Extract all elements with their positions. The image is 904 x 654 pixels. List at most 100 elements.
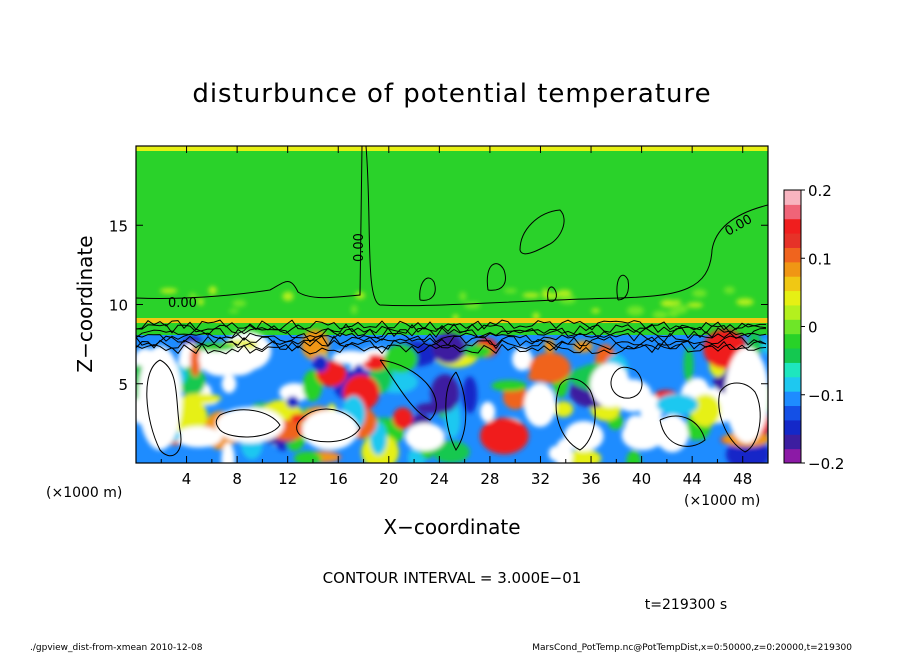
field-patch bbox=[160, 288, 178, 294]
field-patch bbox=[640, 394, 662, 429]
contour-line bbox=[616, 274, 629, 301]
field-patch bbox=[175, 426, 223, 448]
disturbance-field bbox=[136, 286, 768, 463]
field-patch bbox=[566, 449, 602, 463]
field-patch bbox=[197, 297, 204, 306]
field-patch bbox=[392, 407, 413, 430]
contour-line bbox=[555, 378, 596, 451]
contour-line bbox=[547, 286, 557, 303]
field-patch bbox=[221, 442, 235, 463]
field-patch bbox=[522, 292, 540, 298]
contour-line bbox=[718, 382, 761, 453]
x-tick-label: 16 bbox=[329, 470, 348, 488]
contour-line bbox=[365, 146, 768, 307]
colorbar-segment bbox=[784, 276, 801, 292]
colorbar-segment bbox=[784, 190, 801, 205]
field-patch bbox=[232, 299, 247, 307]
field-patch bbox=[668, 308, 679, 318]
colorbar-segment bbox=[784, 304, 801, 320]
field-patch bbox=[228, 308, 239, 314]
contour-lines bbox=[136, 146, 768, 457]
x-tick-label: 12 bbox=[278, 470, 297, 488]
field-patch bbox=[652, 310, 669, 320]
field-patch bbox=[591, 308, 600, 314]
field-patch bbox=[761, 339, 768, 355]
colorbar-segment bbox=[784, 233, 801, 248]
field-patch bbox=[503, 288, 518, 294]
y-tick-label: 15 bbox=[109, 217, 128, 235]
top-band bbox=[136, 146, 768, 151]
contour-line bbox=[136, 343, 767, 355]
colorbar: 0.2 0.1 0 −0.1 −0.2 bbox=[783, 182, 844, 473]
field-patch bbox=[656, 393, 699, 416]
field-patch bbox=[512, 347, 533, 371]
field-patch bbox=[690, 394, 721, 427]
contour-line bbox=[445, 371, 467, 451]
field-patch bbox=[529, 352, 571, 384]
field-patch bbox=[459, 291, 467, 301]
contour-line bbox=[419, 277, 436, 301]
field-patch bbox=[736, 298, 754, 306]
colorbar-label: 0.2 bbox=[808, 182, 832, 200]
field-patch bbox=[556, 289, 572, 297]
contour-label-1: 0.00 bbox=[168, 296, 197, 311]
colorbar-segment bbox=[784, 362, 801, 378]
colorbar-segment bbox=[784, 448, 801, 464]
colorbar-label: 0 bbox=[808, 319, 818, 337]
x-tick-label: 24 bbox=[430, 470, 449, 488]
contour-line bbox=[610, 366, 643, 399]
field-patch bbox=[430, 374, 460, 413]
field-patch bbox=[462, 376, 478, 414]
contour-line bbox=[659, 415, 706, 447]
field-patch bbox=[491, 380, 527, 392]
x-tick-label: 4 bbox=[182, 470, 192, 488]
x-tick-label: 40 bbox=[632, 470, 651, 488]
field-patch bbox=[686, 302, 704, 308]
field-patch bbox=[553, 401, 574, 418]
x-tick-label: 32 bbox=[531, 470, 550, 488]
field-patch bbox=[590, 363, 630, 407]
footer-left: ./gpview_dist-from-xmean 2010-12-08 bbox=[30, 643, 203, 653]
field-patch bbox=[723, 286, 735, 294]
field-patch bbox=[138, 346, 182, 450]
x-tick-label: 28 bbox=[480, 470, 499, 488]
colorbar-segment bbox=[784, 218, 801, 234]
field-patch bbox=[286, 395, 300, 408]
colorbar-segment bbox=[784, 319, 801, 335]
contour-line bbox=[215, 409, 281, 438]
x-tick-label: 36 bbox=[581, 470, 600, 488]
colorbar-segment bbox=[784, 391, 801, 407]
colorbar-segment bbox=[784, 419, 801, 435]
field-patch bbox=[282, 291, 294, 301]
field-patch bbox=[692, 289, 707, 298]
y-axis-label: Z−coordinate bbox=[73, 235, 97, 372]
colorbar-label: −0.1 bbox=[808, 387, 844, 405]
field-patch bbox=[660, 299, 677, 308]
colorbar-segment bbox=[784, 376, 801, 392]
field-patch bbox=[479, 417, 529, 455]
field-patch bbox=[725, 347, 768, 443]
y-axis: 5 10 15 bbox=[109, 217, 768, 394]
field-patch bbox=[290, 413, 307, 423]
field-patch bbox=[687, 377, 708, 394]
x-unit-right: (×1000 m) bbox=[684, 493, 760, 509]
contour-line bbox=[136, 146, 363, 300]
colorbar-segment bbox=[784, 247, 801, 263]
x-axis: 4 8 12 16 20 24 28 32 36 40 44 48 bbox=[160, 146, 752, 488]
colorbar-segment bbox=[784, 434, 801, 450]
time-label: t=219300 s bbox=[645, 597, 727, 613]
inversion-band bbox=[136, 318, 768, 323]
x-tick-label: 44 bbox=[683, 470, 702, 488]
field-patch bbox=[432, 440, 470, 463]
colorbar-label: 0.1 bbox=[808, 250, 832, 268]
contour-line bbox=[379, 359, 437, 421]
plot-area: 0.00 0.00 0.00 bbox=[136, 146, 768, 463]
y-tick-label: 10 bbox=[109, 297, 128, 315]
field-patch bbox=[208, 286, 217, 295]
field-patch bbox=[683, 347, 694, 383]
x-tick-label: 48 bbox=[733, 470, 752, 488]
colorbar-segment bbox=[784, 333, 801, 349]
footer-right: MarsCond_PotTemp.nc@PotTempDist,x=0:5000… bbox=[532, 643, 852, 653]
y-tick-label: 5 bbox=[118, 376, 128, 394]
